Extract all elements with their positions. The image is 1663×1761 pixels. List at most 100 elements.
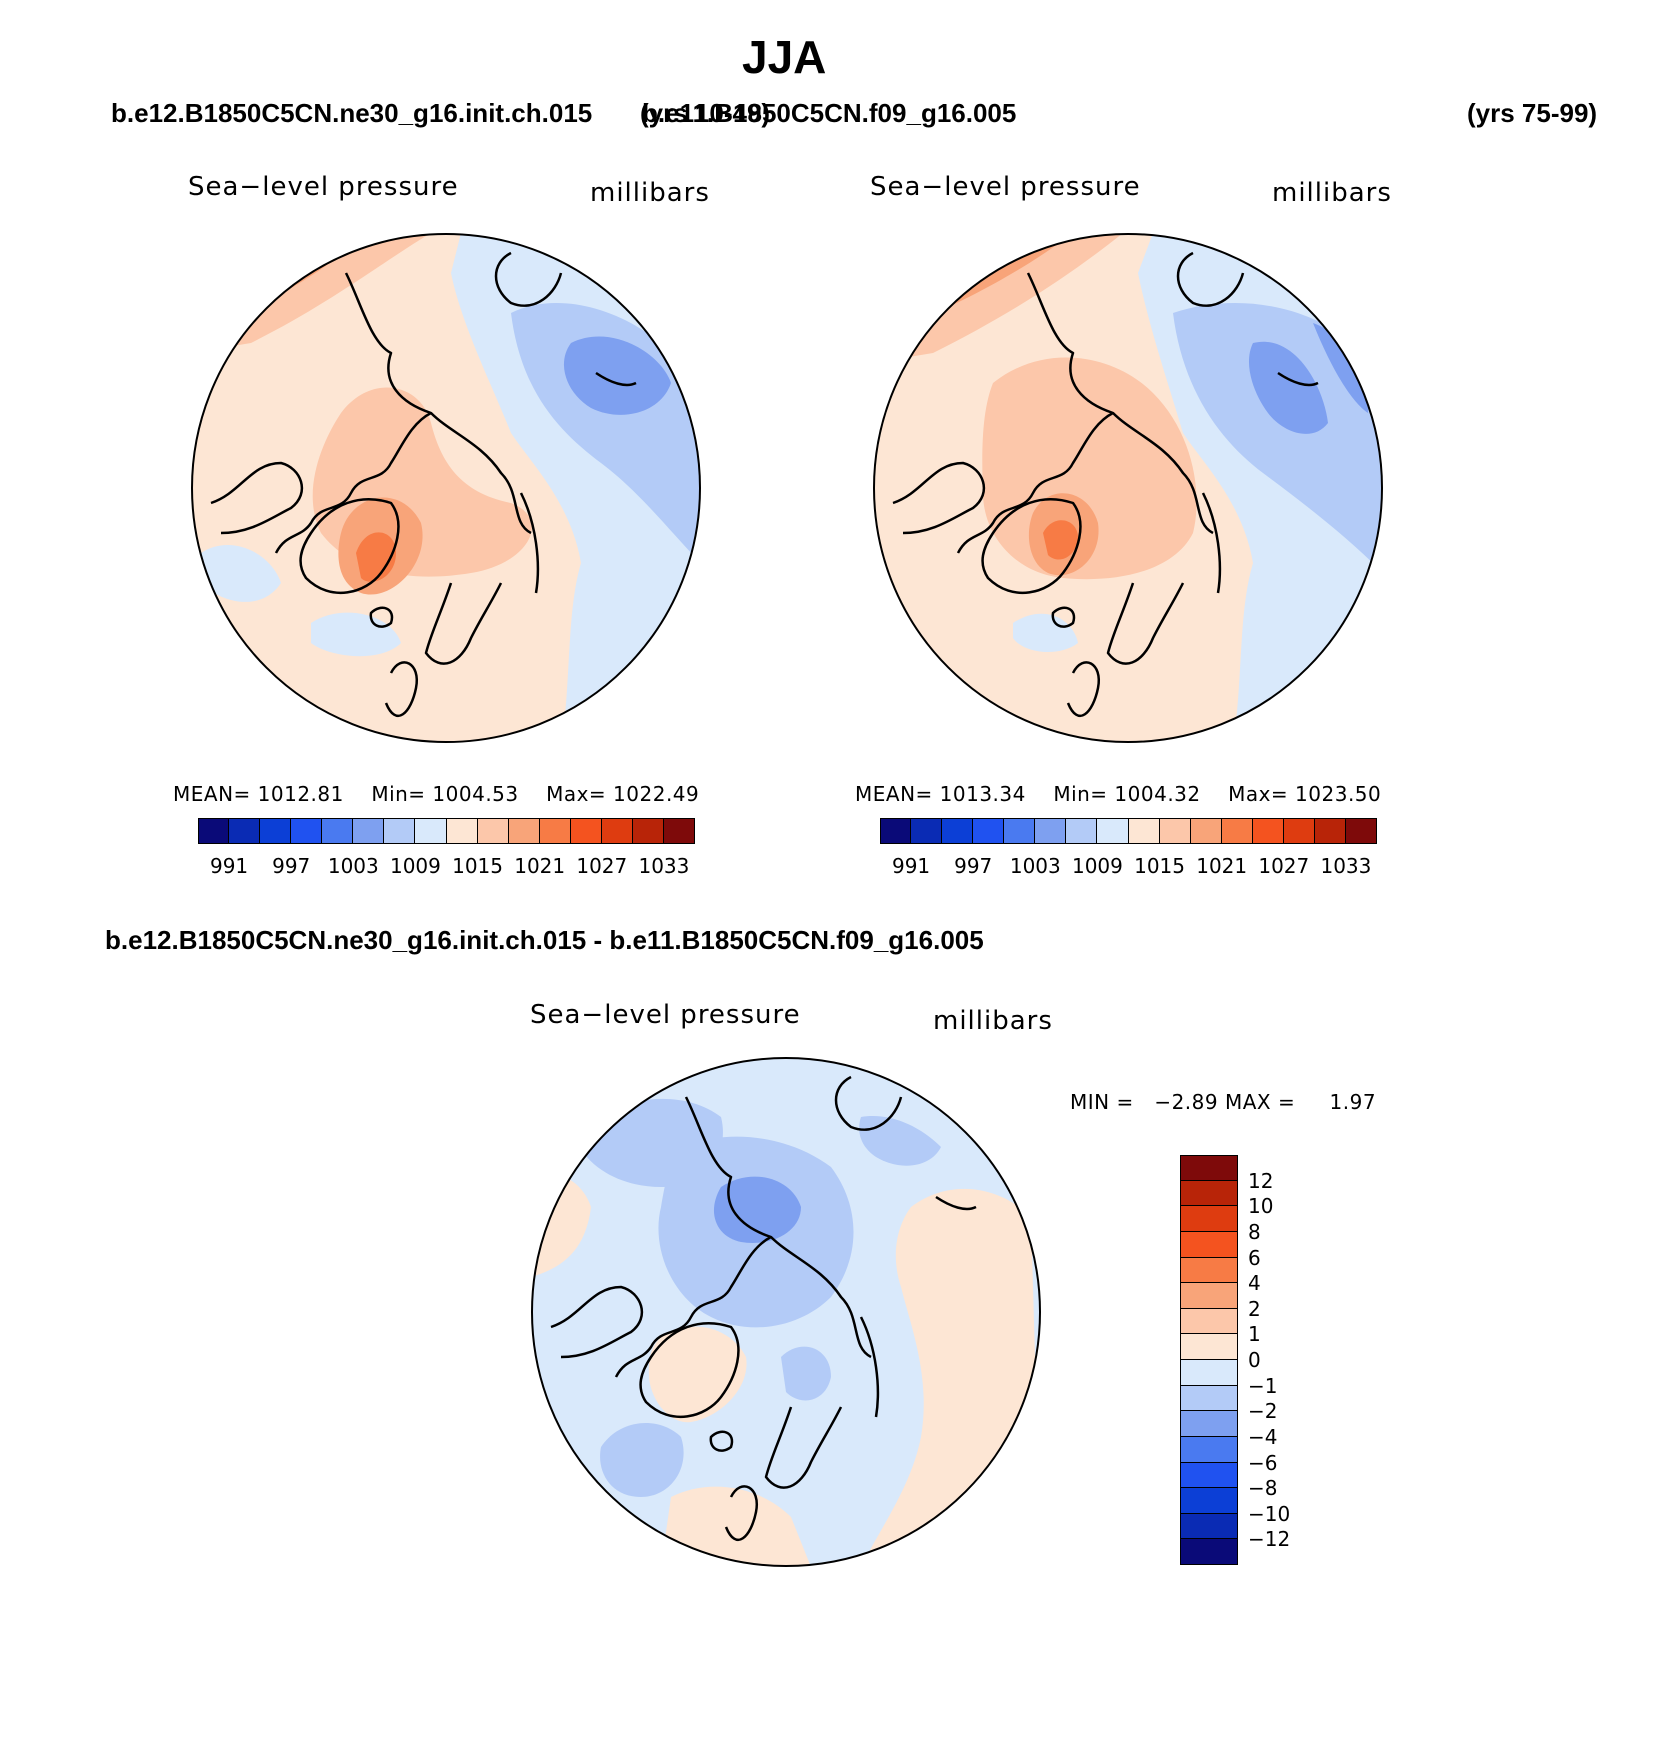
right-colorbar-swatch (942, 818, 974, 844)
left-min-label: Min= (371, 782, 426, 806)
diff-colorbar-swatch (1180, 1462, 1238, 1489)
left-colorbar-swatch (229, 818, 261, 844)
right-colorbar-swatch (1004, 818, 1036, 844)
right-polar-map (873, 233, 1383, 743)
diff-colorbar-tick-label: 2 (1248, 1296, 1261, 1321)
diff-max-label: MAX = (1224, 1090, 1296, 1114)
right-colorbar-swatch (880, 818, 912, 844)
right-case-years: (yrs 75-99) (1467, 98, 1598, 128)
diff-colorbar-swatch (1180, 1539, 1238, 1565)
diff-colorbar-swatch (1180, 1513, 1238, 1540)
right-colorbar-swatch (1252, 818, 1284, 844)
diff-colorbar-swatch (1180, 1180, 1238, 1207)
diff-colorbar-tick-label: −6 (1248, 1450, 1278, 1475)
right-colorbar-swatch (1190, 818, 1222, 844)
diff-colorbar-swatch (1180, 1155, 1238, 1181)
diff-max-value: 1.97 (1329, 1090, 1377, 1114)
left-colorbar-tick-label: 1021 (514, 854, 566, 878)
left-colorbar-tick-label: 1015 (452, 854, 504, 878)
right-colorbar-tick-label: 1033 (1320, 854, 1372, 878)
left-colorbar-swatch (291, 818, 323, 844)
left-colorbar-swatch (570, 818, 602, 844)
right-colorbar (880, 818, 1377, 844)
right-colorbar-swatch (1283, 818, 1315, 844)
diff-minmax: MIN = −2.89 MAX = 1.97 (1070, 1090, 1376, 1114)
right-variable-label: Sea−level pressure (870, 172, 1141, 202)
right-colorbar-swatch (973, 818, 1005, 844)
diff-units-label: millibars (933, 1006, 1053, 1036)
diff-colorbar-swatch (1180, 1334, 1238, 1360)
left-colorbar-tick-label: 991 (209, 854, 249, 878)
left-colorbar (198, 818, 695, 844)
diff-colorbar-tick-label: −12 (1248, 1527, 1291, 1552)
left-colorbar-tick-label: 1003 (327, 854, 379, 878)
diff-colorbar-swatch (1180, 1257, 1238, 1284)
right-colorbar-tick-label: 997 (954, 854, 993, 878)
diff-min-value: −2.89 (1154, 1090, 1219, 1114)
diff-colorbar (1180, 1155, 1238, 1565)
diff-colorbar-tick-label: −4 (1248, 1424, 1278, 1449)
left-case-years: (yrs 10-49) (640, 98, 771, 128)
diff-colorbar-tick-label: −1 (1248, 1373, 1278, 1398)
left-variable-label: Sea−level pressure (188, 172, 459, 202)
right-min-label: Min= (1053, 782, 1108, 806)
left-colorbar-swatch (601, 818, 633, 844)
left-colorbar-swatch (508, 818, 540, 844)
diff-colorbar-ticks: 12 10 8 6 4 2 1 0 −1 −2 −4 −6 −8 −10 −12 (1248, 1155, 1328, 1565)
diff-min-label: MIN = (1070, 1090, 1134, 1114)
left-min-value: 1004.53 (432, 782, 519, 806)
diff-colorbar-tick-label: −10 (1248, 1501, 1291, 1526)
right-colorbar-swatch (1066, 818, 1098, 844)
diff-colorbar-swatch (1180, 1283, 1238, 1309)
right-colorbar-swatch (1035, 818, 1067, 844)
right-max-value: 1023.50 (1295, 782, 1382, 806)
right-colorbar-swatch (1221, 818, 1253, 844)
right-colorbar-swatch (911, 818, 943, 844)
right-mean-value: 1013.34 (939, 782, 1026, 806)
right-colorbar-swatch (1314, 818, 1346, 844)
right-colorbar-swatch (1345, 818, 1377, 844)
right-colorbar-tick-label: 991 (891, 854, 931, 878)
left-colorbar-swatch (198, 818, 230, 844)
right-max-label: Max= (1228, 782, 1289, 806)
left-colorbar-swatch (260, 818, 292, 844)
diff-colorbar-tick-label: −2 (1248, 1399, 1278, 1424)
left-colorbar-swatch (632, 818, 664, 844)
left-colorbar-swatch (539, 818, 571, 844)
right-colorbar-tick-label: 1027 (1258, 854, 1310, 878)
diff-colorbar-tick-label: 4 (1248, 1271, 1261, 1296)
right-colorbar-swatch (1097, 818, 1129, 844)
right-min-value: 1004.32 (1114, 782, 1201, 806)
left-case-title: b.e12.B1850C5CN.ne30_g16.init.ch.015 (111, 98, 593, 128)
diff-colorbar-swatch (1180, 1231, 1238, 1258)
left-colorbar-tick-label: 1027 (576, 854, 628, 878)
diff-colorbar-swatch (1180, 1488, 1238, 1514)
left-max-label: Max= (546, 782, 607, 806)
diff-colorbar-swatch (1180, 1360, 1238, 1386)
left-colorbar-swatch (322, 818, 354, 844)
left-colorbar-swatch (446, 818, 478, 844)
diff-title: b.e12.B1850C5CN.ne30_g16.init.ch.015 - b… (105, 925, 984, 955)
left-polar-map (191, 233, 701, 743)
right-stats: MEAN= 1013.34 Min= 1004.32 Max= 1023.50 (855, 782, 1381, 806)
diff-colorbar-tick-label: 12 (1248, 1168, 1274, 1193)
diff-colorbar-swatch (1180, 1436, 1238, 1463)
right-colorbar-tick-label: 1009 (1071, 854, 1123, 878)
diff-colorbar-tick-label: −8 (1248, 1476, 1278, 1501)
diff-colorbar-swatch (1180, 1411, 1238, 1437)
diff-colorbar-tick-label: 1 (1248, 1322, 1261, 1347)
left-mean-value: 1012.81 (257, 782, 344, 806)
left-colorbar-swatch (663, 818, 695, 844)
left-units-label: millibars (590, 178, 710, 208)
left-stats: MEAN= 1012.81 Min= 1004.53 Max= 1022.49 (173, 782, 699, 806)
right-mean-label: MEAN= (855, 782, 933, 806)
diff-colorbar-tick-label: 8 (1248, 1219, 1261, 1244)
right-colorbar-tick-label: 1015 (1134, 854, 1186, 878)
left-colorbar-tick-label: 1009 (389, 854, 441, 878)
left-colorbar-swatch (384, 818, 416, 844)
diff-colorbar-tick-label: 10 (1248, 1194, 1274, 1219)
left-max-value: 1022.49 (613, 782, 700, 806)
diff-colorbar-tick-label: 6 (1248, 1245, 1261, 1270)
diff-colorbar-swatch (1180, 1308, 1238, 1335)
diff-polar-map (531, 1057, 1041, 1567)
